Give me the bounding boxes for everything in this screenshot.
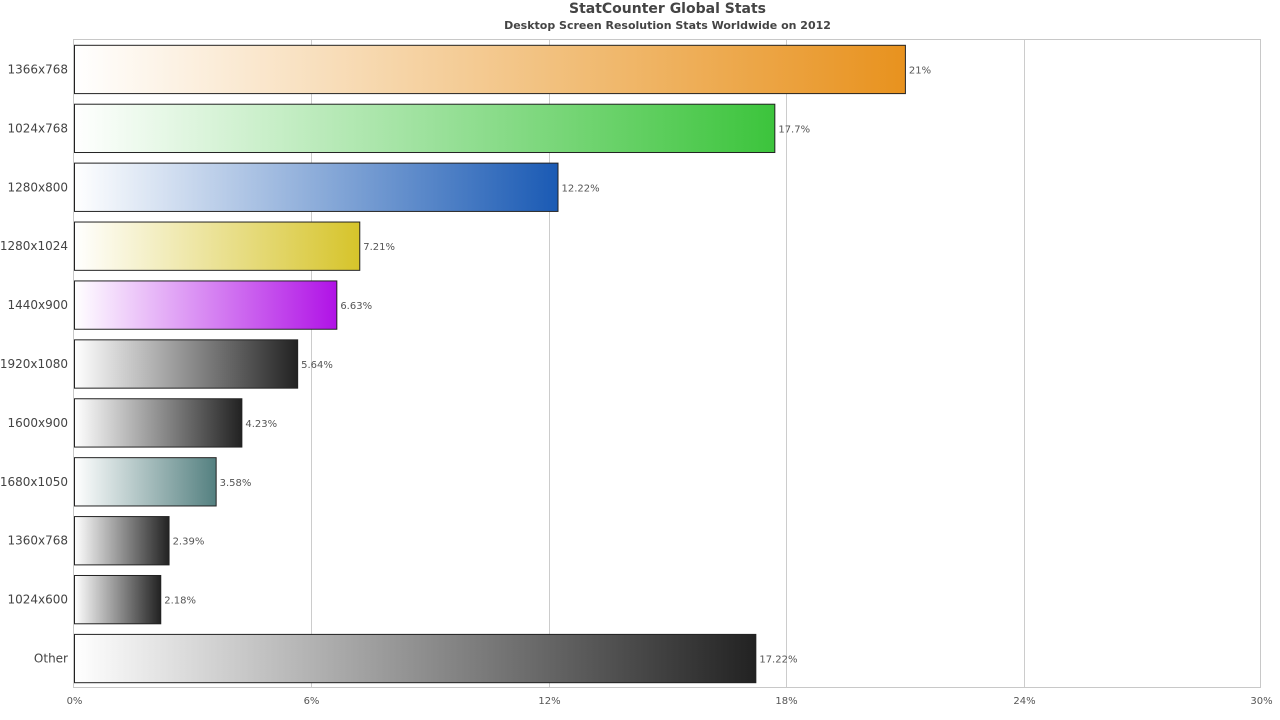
x-axis-ticks: 0% 6% 12% 18% 24% 30% — [67, 696, 1273, 707]
bar — [74, 339, 299, 389]
bar — [74, 516, 170, 566]
bar-value-label: 21% — [909, 65, 931, 76]
bar — [74, 457, 217, 507]
x-tick-label: 12% — [538, 696, 560, 707]
bar-value-label: 17.7% — [778, 124, 810, 135]
bar — [74, 162, 559, 212]
bar-value-label: 6.63% — [340, 301, 372, 312]
category-label: 1680x1050 — [0, 475, 68, 489]
category-label: 1366x768 — [7, 62, 68, 76]
x-tick-label: 24% — [1013, 696, 1035, 707]
category-label: 1360x768 — [7, 534, 68, 548]
category-label: 1440x900 — [7, 298, 68, 312]
bar — [74, 44, 906, 95]
bar-value-label: 2.39% — [173, 537, 205, 548]
category-label: 1920x1080 — [0, 357, 68, 371]
plot-area — [73, 39, 1261, 688]
x-tick-label: 0% — [67, 696, 83, 707]
category-label: 1600x900 — [7, 416, 68, 430]
category-labels: 1366x768 1024x768 1280x800 1280x1024 1440x90… — [0, 62, 68, 665]
bar — [74, 280, 338, 330]
bar-value-label: 17.22% — [759, 655, 797, 666]
bar-value-label: 4.23% — [245, 419, 277, 430]
bar-value-label: 2.18% — [164, 596, 196, 607]
bar — [74, 574, 162, 625]
bar — [74, 103, 776, 154]
category-label: 1024x600 — [7, 593, 68, 607]
category-label: Other — [34, 652, 68, 666]
chart-subtitle: Desktop Screen Resolution Stats Worldwid… — [504, 19, 831, 32]
bar — [74, 221, 361, 271]
bar — [74, 398, 243, 448]
bar-value-label: 3.58% — [220, 478, 252, 489]
bars: 21% 17.7% 12.22% 7.21% 6.63% 5.64% 4.23% 3.58% 2… — [74, 44, 931, 684]
category-label: 1280x1024 — [0, 239, 68, 253]
bar-value-label: 12.22% — [562, 183, 600, 194]
bar-value-label: 7.21% — [363, 242, 395, 253]
x-tick-label: 30% — [1250, 696, 1272, 707]
bar — [74, 633, 757, 684]
x-tick-label: 6% — [304, 696, 320, 707]
category-label: 1024x768 — [7, 121, 68, 135]
bar-value-label: 5.64% — [301, 360, 333, 371]
chart-title: StatCounter Global Stats — [568, 1, 766, 17]
category-label: 1280x800 — [7, 180, 68, 194]
x-tick-label: 18% — [775, 696, 797, 707]
